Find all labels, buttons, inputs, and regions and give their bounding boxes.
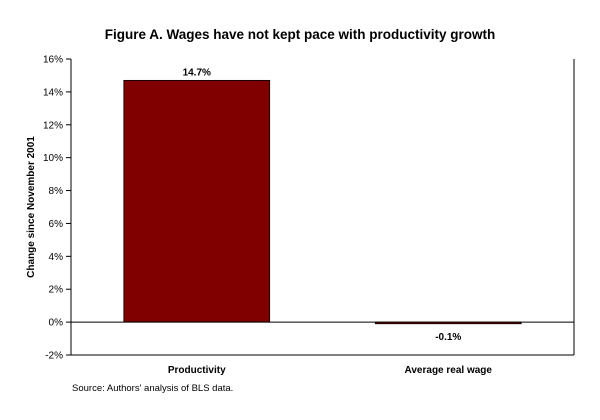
chart-title: Figure A. Wages have not kept pace with … bbox=[104, 27, 496, 42]
data-label: 14.7% bbox=[183, 67, 211, 78]
y-tick-label: 2% bbox=[49, 285, 64, 296]
y-tick-label: 12% bbox=[43, 120, 63, 131]
y-tick-label: 6% bbox=[49, 219, 64, 230]
bars bbox=[123, 79, 522, 325]
y-tick-label: 0% bbox=[49, 318, 64, 329]
y-tick-label: 4% bbox=[49, 252, 64, 263]
y-tick-label: 16% bbox=[43, 55, 63, 66]
y-axis-ticks: -2% 0% 2% 4% 6% 8% 10% 12% 14% 16% bbox=[43, 55, 71, 362]
y-axis-title: Change since November 2001 bbox=[26, 136, 37, 278]
category-labels: Productivity Average real wage bbox=[168, 365, 493, 376]
y-tick-label: 10% bbox=[43, 153, 63, 164]
bar-productivity bbox=[123, 79, 271, 323]
category-label: Average real wage bbox=[405, 365, 493, 376]
data-label: -0.1% bbox=[435, 332, 461, 343]
y-tick-label: 14% bbox=[43, 87, 63, 98]
source-note: Source: Authors' analysis of BLS data. bbox=[72, 383, 234, 394]
axes bbox=[70, 59, 575, 356]
category-label: Productivity bbox=[168, 365, 226, 376]
y-tick-label: -2% bbox=[45, 351, 63, 362]
data-labels: 14.7% -0.1% bbox=[183, 67, 462, 342]
y-tick-label: 8% bbox=[49, 186, 64, 197]
